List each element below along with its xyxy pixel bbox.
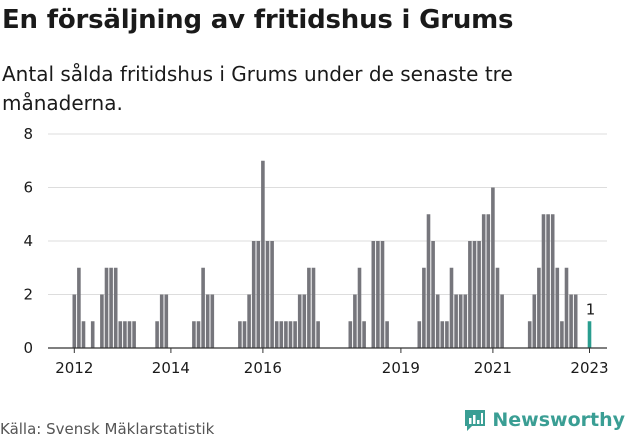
bar <box>205 294 210 348</box>
bar <box>546 214 550 348</box>
bar <box>256 241 261 348</box>
y-tick-label: 6 <box>23 179 33 197</box>
x-tick-label: 2014 <box>152 359 190 377</box>
y-tick-label: 4 <box>23 232 33 250</box>
bar <box>284 321 288 348</box>
bar <box>537 267 541 348</box>
bar <box>242 321 247 348</box>
bar <box>77 267 81 348</box>
bar <box>100 294 104 348</box>
bar <box>270 241 274 348</box>
bar <box>555 267 560 348</box>
bar <box>104 267 109 348</box>
bar <box>279 321 284 348</box>
bar <box>316 321 320 348</box>
bar <box>201 267 205 348</box>
bar <box>376 241 380 348</box>
bar <box>569 294 573 348</box>
bar <box>118 321 123 348</box>
chart-title: En försäljning av fritidshus i Grums <box>2 5 514 35</box>
bar <box>564 267 569 348</box>
bar <box>417 321 422 348</box>
y-tick-label: 2 <box>23 286 33 304</box>
bar <box>196 321 201 348</box>
bar <box>155 321 159 348</box>
bar <box>449 267 454 348</box>
bar <box>297 294 302 348</box>
bar <box>422 267 426 348</box>
chart-subtitle: Antal sålda fritidshus i Grums under de … <box>2 62 513 115</box>
bar <box>293 321 297 348</box>
bar <box>132 321 136 348</box>
bar <box>458 294 463 348</box>
bar <box>371 241 376 348</box>
bar <box>435 294 440 348</box>
bar <box>247 294 251 348</box>
brand-name: Newsworthy <box>492 409 625 431</box>
bar <box>307 267 311 348</box>
bar <box>500 294 504 348</box>
bar <box>357 267 362 348</box>
x-tick-label: 2012 <box>55 359 93 377</box>
bar <box>385 321 389 348</box>
y-tick-label: 8 <box>23 125 33 143</box>
bar <box>113 267 118 348</box>
bar <box>495 267 500 348</box>
y-tick-label: 0 <box>23 339 33 357</box>
x-tick-label: 2019 <box>382 359 420 377</box>
bar <box>426 214 431 348</box>
bar <box>238 321 242 348</box>
bar <box>431 241 435 348</box>
bar <box>81 321 86 348</box>
bar <box>440 321 445 348</box>
bar <box>550 214 555 348</box>
bar <box>109 267 113 348</box>
bar <box>532 294 537 348</box>
bar <box>362 321 366 348</box>
bar-highlight <box>587 321 592 348</box>
bar <box>468 241 472 348</box>
bar <box>251 241 256 348</box>
bar <box>472 241 477 348</box>
x-tick-label: 2021 <box>474 359 512 377</box>
brand-logo[interactable]: Newsworthy <box>463 408 625 432</box>
bar <box>560 321 564 348</box>
bar <box>463 294 468 348</box>
bar-chart: 0 2 4 6 8 2012 2014 2016 2019 2021 2023 1 <box>23 125 608 377</box>
source-note: Källa: Svensk Mäklarstatistik <box>0 420 215 438</box>
bar <box>90 321 95 348</box>
bar <box>261 160 265 348</box>
bar <box>302 294 307 348</box>
bar <box>353 294 357 348</box>
bar <box>265 241 270 348</box>
bar <box>445 321 449 348</box>
bar <box>481 214 486 348</box>
bar <box>192 321 196 348</box>
bar <box>486 214 491 348</box>
bar <box>164 294 169 348</box>
last-value-label: 1 <box>586 300 596 318</box>
bar <box>541 214 546 348</box>
bar <box>491 187 495 348</box>
bar <box>454 294 458 348</box>
bar <box>348 321 353 348</box>
bar <box>477 241 481 348</box>
bar <box>159 294 164 348</box>
bar <box>210 294 215 348</box>
bar <box>127 321 132 348</box>
newsworthy-logo-icon <box>465 410 486 431</box>
x-tick-label: 2016 <box>244 359 282 377</box>
bar <box>380 241 385 348</box>
bar <box>527 321 532 348</box>
x-tick-label: 2023 <box>570 359 608 377</box>
bar <box>288 321 293 348</box>
bar <box>311 267 316 348</box>
bar <box>123 321 127 348</box>
bar <box>72 294 77 348</box>
bar <box>274 321 279 348</box>
bar <box>573 294 578 348</box>
